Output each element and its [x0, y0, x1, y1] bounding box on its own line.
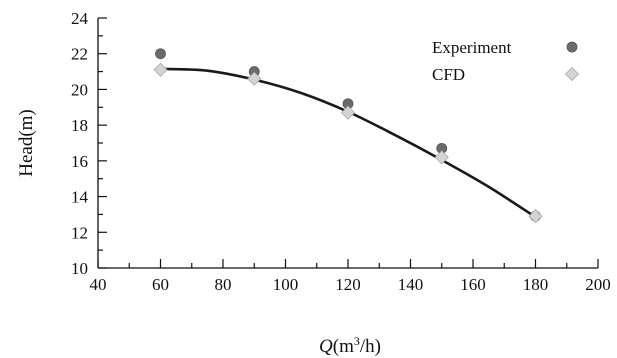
x-tick-label: 180 — [523, 275, 549, 294]
y-axis-ticks: 10 12 14 16 18 20 22 24 — [71, 9, 107, 278]
cfd-point — [247, 71, 262, 86]
x-axis-ticks: 40 60 80 100 120 140 160 180 200 — [90, 259, 611, 294]
x-tick-label: 120 — [335, 275, 361, 294]
legend-marker-experiment — [566, 41, 578, 53]
cfd-point — [153, 62, 168, 77]
fit-curve-line — [160, 67, 537, 219]
x-axis-title-symbol: Q — [319, 336, 333, 357]
x-tick-label: 80 — [215, 275, 232, 294]
y-tick-label: 18 — [71, 116, 88, 135]
x-tick-label: 140 — [398, 275, 424, 294]
cfd-point — [528, 209, 543, 224]
x-tick-label: 100 — [273, 275, 299, 294]
y-tick-label: 14 — [71, 188, 89, 207]
legend-label-cfd: CFD — [432, 65, 465, 84]
y-axis-title: Head(m) — [16, 109, 37, 177]
x-axis-title-superscript: 3 — [354, 334, 360, 348]
legend-label-experiment: Experiment — [432, 38, 512, 57]
y-tick-label: 20 — [71, 80, 88, 99]
legend: Experiment CFD — [432, 38, 580, 84]
x-axis-title-base: (m — [333, 336, 354, 357]
y-tick-label: 16 — [71, 152, 88, 171]
cfd-point — [340, 105, 356, 120]
cfd-point — [434, 150, 449, 165]
legend-marker-cfd — [564, 66, 580, 82]
y-tick-label: 12 — [71, 223, 88, 242]
y-tick-label: 10 — [71, 259, 88, 278]
x-tick-label: 160 — [460, 275, 486, 294]
data-markers — [153, 48, 543, 224]
experiment-point — [155, 48, 166, 60]
x-axis-title-tail: /h) — [360, 336, 381, 357]
x-tick-label: 200 — [585, 275, 611, 294]
x-axis-title: Q(m3/h) — [319, 334, 381, 357]
y-tick-label: 22 — [71, 45, 88, 64]
x-tick-label: 60 — [152, 275, 169, 294]
x-tick-label: 40 — [90, 275, 107, 294]
y-tick-label: 24 — [71, 9, 89, 28]
